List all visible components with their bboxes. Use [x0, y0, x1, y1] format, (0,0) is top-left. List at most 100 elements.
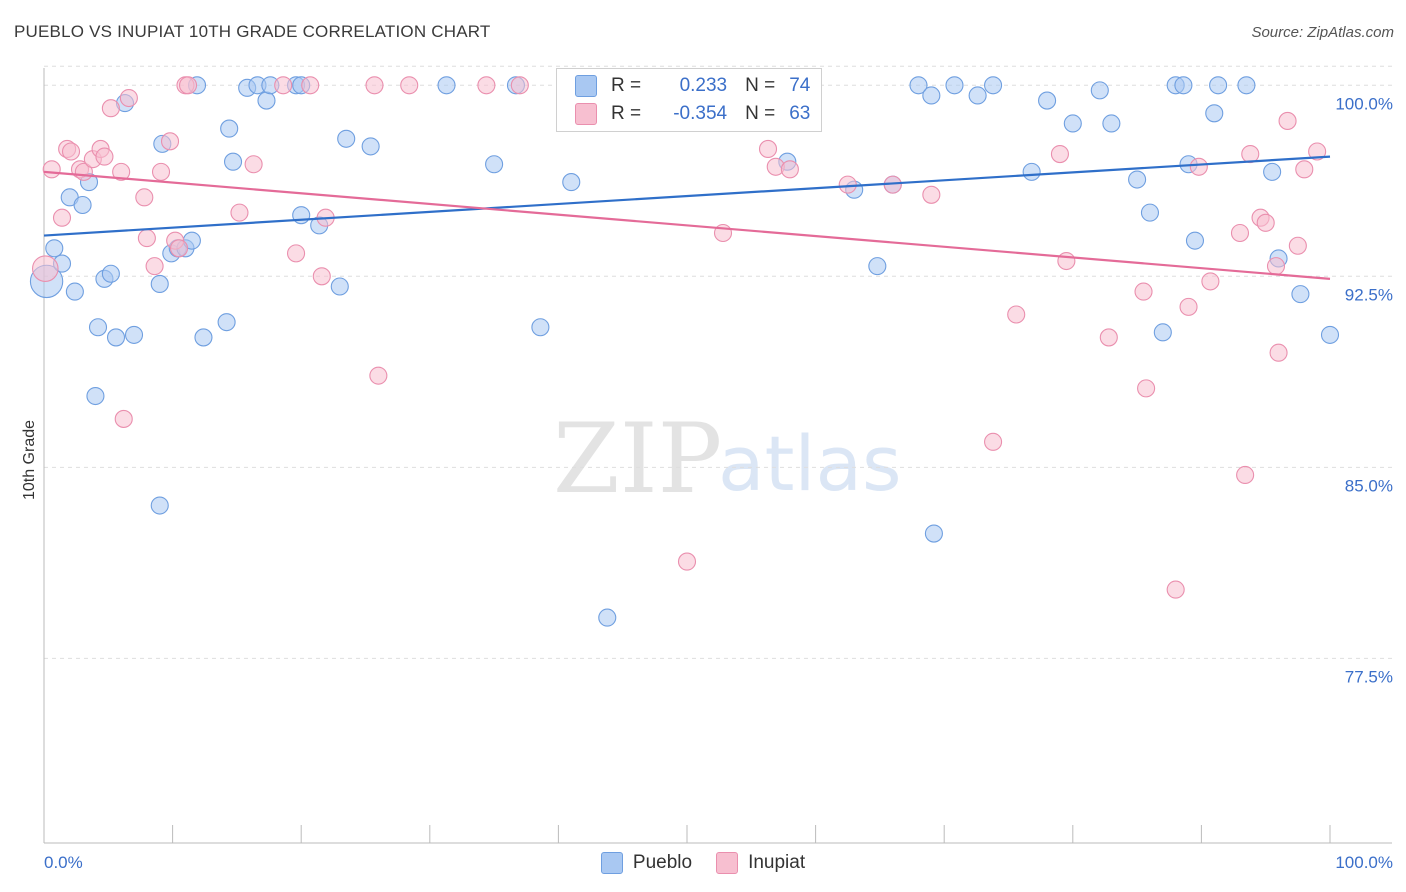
inupiat-point [780, 160, 799, 179]
inupiat-point [1295, 160, 1314, 179]
inupiat-point [1189, 157, 1208, 176]
inupiat-point [1230, 223, 1250, 243]
pueblo-point [220, 119, 239, 138]
inupiat-point [1057, 251, 1076, 271]
pueblo-point [337, 129, 356, 148]
inupiat-point [312, 267, 331, 286]
pueblo-point [1237, 76, 1256, 95]
pueblo-point [150, 274, 169, 293]
pueblo-r-value: 0.233 [679, 75, 728, 96]
legend-row-pueblo: R = 0.233 N = 74 [575, 75, 810, 97]
inupiat-point [1308, 142, 1327, 161]
inupiat-point [1236, 465, 1255, 485]
pueblo-point [223, 152, 243, 171]
pueblo-point [1174, 76, 1193, 95]
pueblo-point [150, 496, 169, 515]
pueblo-r-label: R = [611, 75, 642, 96]
pueblo-point [1038, 91, 1057, 110]
series-legend: Pueblo Inupiat [0, 852, 1406, 874]
pueblo-point [437, 76, 456, 95]
pueblo-point [257, 91, 276, 110]
inupiat-point [1288, 236, 1307, 255]
inupiat-point [287, 244, 306, 263]
inupiat-point [838, 175, 857, 194]
pueblo-point [361, 137, 380, 156]
pueblo-point [86, 386, 105, 406]
inupiat-point [160, 132, 180, 151]
pueblo-point [1063, 114, 1082, 133]
inupiat-point [230, 203, 249, 222]
pueblo-point [88, 318, 108, 337]
pueblo-trend-line [43, 155, 1331, 237]
pueblo-point [217, 313, 236, 332]
watermark-atlas: atlas [718, 419, 902, 508]
pueblo-point [101, 264, 120, 283]
source-label: Source: ZipAtlas.com [1251, 24, 1394, 41]
pueblo-point [598, 608, 617, 627]
inupiat-point [1050, 145, 1069, 164]
pueblo-point [485, 155, 504, 174]
inupiat-point [31, 255, 59, 282]
inupiat-point [114, 409, 133, 428]
legend-item-inupiat[interactable]: Inupiat [716, 852, 805, 874]
pueblo-point [968, 86, 987, 105]
inupiat-n-label: N = [745, 103, 776, 124]
pueblo-point [1140, 203, 1160, 222]
pueblo-point [1090, 81, 1109, 100]
inupiat-point [52, 208, 72, 227]
pueblo-point [924, 524, 943, 543]
inupiat-point [758, 139, 778, 159]
pueblo-legend-swatch [600, 852, 623, 874]
inupiat-point [510, 76, 529, 95]
pueblo-point [330, 277, 349, 296]
pueblo-point [909, 76, 928, 95]
inupiat-point [369, 366, 388, 385]
chart-title: PUEBLO VS INUPIAT 10TH GRADE CORRELATION… [14, 22, 491, 41]
inupiat-point [244, 155, 263, 174]
pueblo-point [531, 318, 550, 337]
inupiat-point [400, 76, 419, 95]
inupiat-point [1266, 257, 1286, 276]
pueblo-point [1263, 162, 1282, 181]
x-tick-label-min: 0.0% [44, 853, 83, 872]
inupiat-point [135, 188, 154, 207]
pueblo-point [562, 173, 581, 192]
pueblo-point [1291, 285, 1310, 304]
inupiat-r-value: -0.354 [673, 103, 728, 124]
inupiat-point [112, 162, 131, 181]
inupiat-point [1179, 297, 1198, 316]
y-tick-label: 92.5% [1345, 285, 1393, 304]
inupiat-point [61, 142, 81, 161]
inupiat-point [274, 76, 293, 95]
inupiat-point [95, 147, 114, 166]
pueblo-point [1128, 170, 1147, 189]
inupiat-point [42, 160, 61, 179]
pueblo-point [868, 257, 887, 276]
pueblo-point [65, 282, 84, 301]
pueblo-point [1022, 162, 1041, 181]
pueblo-n-label: N = [745, 75, 776, 96]
inupiat-point [178, 76, 198, 95]
y-tick-label: 85.0% [1345, 476, 1393, 495]
inupiat-point [101, 99, 120, 118]
watermark-zip: ZIP [553, 403, 722, 515]
pueblo-point [73, 195, 92, 215]
pueblo-point [1320, 325, 1340, 344]
y-tick-label: 77.5% [1345, 667, 1393, 686]
inupiat-point [1241, 145, 1260, 164]
legend-row-inupiat: R = -0.354 N = 63 [575, 103, 810, 125]
inupiat-point [1134, 282, 1153, 301]
legend-item-pueblo[interactable]: Pueblo [600, 852, 692, 874]
pueblo-n-value: 74 [789, 75, 811, 96]
inupiat-point [119, 88, 138, 108]
pueblo-point [922, 86, 941, 105]
inupiat-point [1201, 272, 1220, 291]
inupiat-n-value: 63 [789, 103, 811, 124]
inupiat-trend-line [43, 170, 1331, 280]
inupiat-point [169, 239, 189, 258]
pueblo-swatch [575, 75, 597, 97]
inupiat-point [365, 76, 384, 95]
inupiat-point [145, 257, 164, 276]
x-tick-label-max: 100.0% [1335, 853, 1393, 872]
